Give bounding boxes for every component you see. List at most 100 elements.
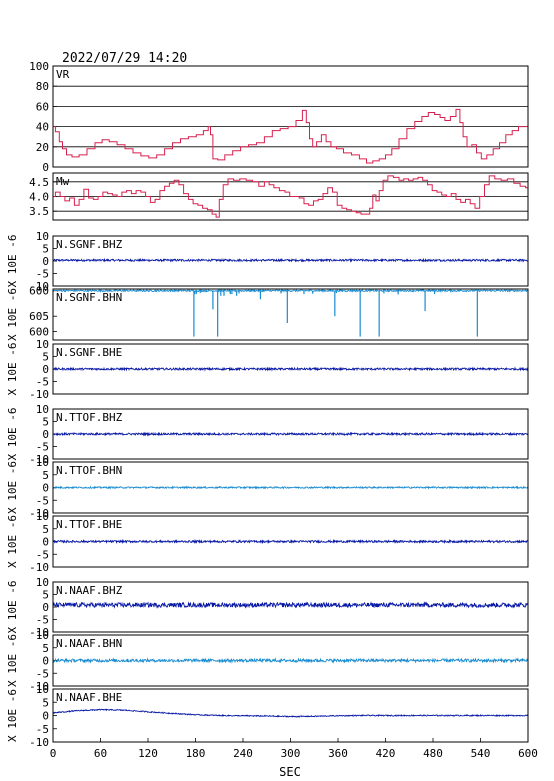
y-tick-label: -5 [36, 614, 49, 627]
series-line-vr [53, 108, 528, 164]
series-trace-n-naaf-bhe [53, 708, 528, 718]
y-tick-label: -10 [29, 626, 49, 639]
panel-label: Mw [56, 175, 70, 188]
y-axis-label: X 10E -6 [6, 461, 19, 514]
y-tick-label: -5 [36, 548, 49, 561]
trace-group [53, 601, 528, 609]
y-tick-label: 0 [42, 363, 49, 376]
y-tick-label: 4.0 [29, 191, 49, 204]
panel-label: N.NAAF.BHZ [56, 584, 123, 597]
y-tick-label: 0 [42, 255, 49, 268]
y-tick-label: -5 [36, 667, 49, 680]
y-tick-label: -5 [36, 723, 49, 736]
series-trace-n-sgnf-bhe [53, 366, 528, 372]
y-tick-label: 10 [36, 456, 49, 469]
y-tick-label: -5 [36, 268, 49, 281]
series-trace-n-ttof-bhz [53, 431, 528, 437]
panel-label: N.NAAF.BHN [56, 637, 122, 650]
panel-label: N.TTOF.BHZ [56, 411, 123, 424]
trace-group [53, 538, 528, 545]
y-tick-label: 0 [42, 482, 49, 495]
x-tick-label: 600 [518, 747, 538, 760]
y-tick-label: 10 [36, 576, 49, 589]
y-tick-label: 10 [36, 510, 49, 523]
y-tick-label: 20 [36, 141, 49, 154]
y-axis-label: X 10E -6 [6, 581, 19, 634]
y-tick-label: 10 [36, 403, 49, 416]
trace-group [53, 257, 528, 263]
y-tick-label: 5 [42, 243, 49, 256]
chart-panels: 100806040200VR4.54.03.5Mw1050-5-10N.SGNF… [6, 60, 529, 749]
trace-group [53, 108, 528, 164]
y-tick-label: -10 [29, 388, 49, 401]
panel-frame [52, 634, 529, 687]
y-axis-label: X 10E -6 [6, 515, 19, 568]
trace-group [53, 485, 528, 490]
y-tick-label: 5 [42, 642, 49, 655]
y-tick-label: -10 [29, 280, 49, 293]
y-tick-label: 40 [36, 121, 49, 134]
panel-frame [52, 581, 529, 633]
y-axis-label: X 10E -6 [6, 689, 19, 742]
y-tick-label: -10 [29, 736, 49, 749]
trace-group [53, 289, 528, 337]
x-tick-label: 540 [471, 747, 491, 760]
x-tick-label: 120 [138, 747, 158, 760]
panel-mw: 4.5 4.03.5 Mw [29, 172, 529, 221]
y-tick-label: 0 [42, 655, 49, 668]
panel-frame [52, 65, 529, 168]
header-timestamp: 2022/07/29 14:20 [62, 51, 187, 66]
panel-frame [52, 288, 529, 341]
y-tick-label: -5 [36, 494, 49, 507]
panel-label: N.NAAF.BHE [56, 691, 122, 704]
series-line-mw [53, 175, 528, 218]
series-trace-n-ttof-bhe [53, 538, 528, 545]
trace-group [53, 366, 528, 372]
panel-label: VR [56, 68, 70, 81]
panel-n-sgnf-bhn: 600 605 600 N.SGNF.BHN X 10E -6 [6, 285, 529, 341]
panel-label: N.SGNF.BHZ [56, 238, 123, 251]
y-tick-label: 10 [36, 230, 49, 243]
y-tick-label: 0 [42, 161, 49, 174]
panel-frame [52, 235, 529, 287]
panel-label: N.TTOF.BHE [56, 518, 122, 531]
series-trace-n-sgnf-bhn [53, 289, 528, 293]
y-tick-label: 10 [36, 683, 49, 696]
y-tick-label: 600 [29, 326, 49, 339]
y-tick-label: 5 [42, 696, 49, 709]
y-tick-label: 5 [42, 523, 49, 536]
x-tick-label: 240 [233, 747, 253, 760]
panel-label: N.SGNF.BHE [56, 346, 122, 359]
y-axis-label: X 10E -6 [6, 343, 19, 396]
y-tick-label: 605 [29, 310, 49, 323]
y-tick-label: -10 [29, 453, 49, 466]
x-tick-label: 180 [186, 747, 206, 760]
trace-group [53, 175, 528, 218]
panel-frame [52, 172, 529, 221]
x-tick-label: 300 [281, 747, 301, 760]
panel-frame [52, 515, 529, 568]
y-tick-label: 0 [42, 710, 49, 723]
y-tick-label: 0 [42, 428, 49, 441]
x-tick-label: 60 [94, 747, 107, 760]
panel-label: N.SGNF.BHN [56, 291, 122, 304]
y-tick-label: 80 [36, 80, 49, 93]
x-axis-label: SEC [279, 765, 301, 779]
y-tick-label: -5 [36, 441, 49, 454]
y-axis-label: X 10E -6 [6, 235, 19, 288]
y-tick-label: 4.5 [29, 176, 49, 189]
panel-label: N.TTOF.BHN [56, 464, 122, 477]
panel-frame [52, 461, 529, 514]
x-tick-label: 0 [50, 747, 57, 760]
y-tick-label: 5 [42, 469, 49, 482]
y-tick-label: 10 [36, 629, 49, 642]
panel-frame [52, 343, 529, 395]
x-tick-label: 360 [328, 747, 348, 760]
y-tick-label: 100 [29, 60, 49, 73]
